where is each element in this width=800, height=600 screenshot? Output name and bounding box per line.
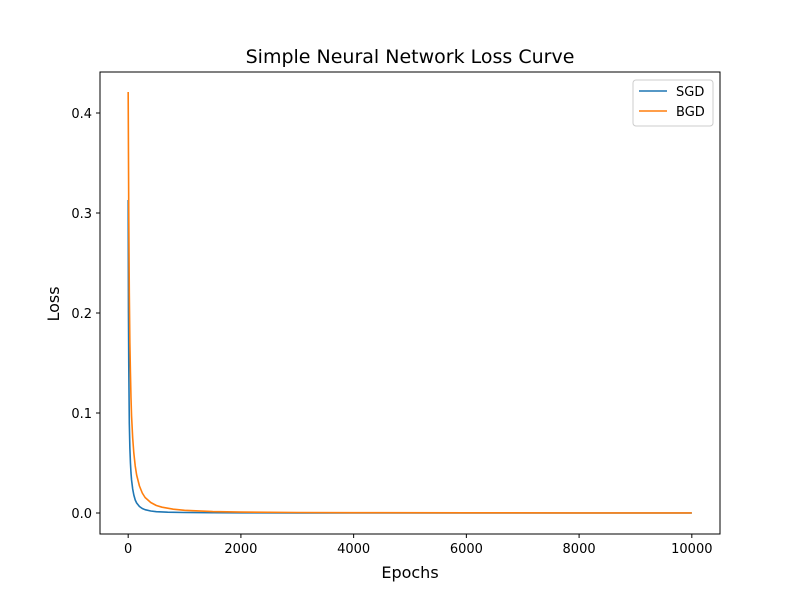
series-layer [127, 91, 692, 514]
y-tick-label: 0.4 [71, 107, 92, 122]
y-axis-title: Loss [44, 286, 63, 321]
x-tick-label: 10000 [671, 542, 712, 557]
legend-label-sgd: SGD [676, 85, 704, 100]
x-axis-title: Epochs [381, 563, 438, 582]
x-tick-label: 6000 [450, 542, 483, 557]
y-tick-label: 0.2 [71, 307, 92, 322]
y-tick-label: 0.1 [71, 407, 92, 422]
legend-label-bgd: BGD [676, 105, 705, 120]
y-tick-label: 0.3 [71, 207, 92, 222]
legend: SGD BGD [632, 79, 714, 127]
series-line-bgd [127, 91, 692, 514]
chart-title: Simple Neural Network Loss Curve [246, 46, 575, 68]
x-tick-label: 4000 [337, 542, 370, 557]
axes-frame [99, 71, 721, 535]
y-tick-label: 0.0 [71, 507, 92, 522]
x-tick-label: 0 [124, 542, 132, 557]
x-axis-ticks: 0 2000 4000 6000 8000 10000 [124, 534, 712, 557]
x-tick-label: 8000 [563, 542, 596, 557]
x-tick-label: 2000 [224, 542, 257, 557]
y-axis-ticks: 0.0 0.1 0.2 0.3 0.4 [71, 107, 100, 522]
